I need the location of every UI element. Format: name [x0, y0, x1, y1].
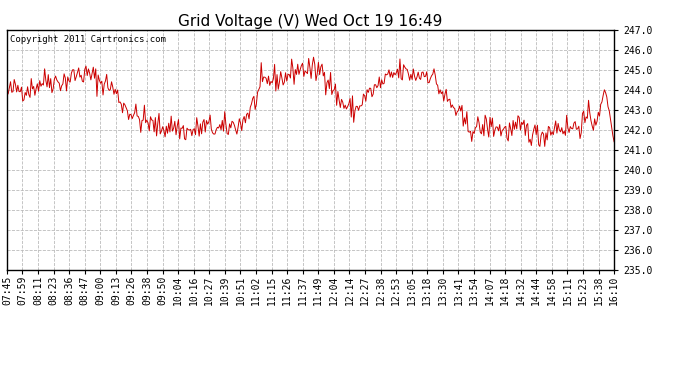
- Title: Grid Voltage (V) Wed Oct 19 16:49: Grid Voltage (V) Wed Oct 19 16:49: [178, 14, 443, 29]
- Text: Copyright 2011 Cartronics.com: Copyright 2011 Cartronics.com: [10, 35, 166, 44]
